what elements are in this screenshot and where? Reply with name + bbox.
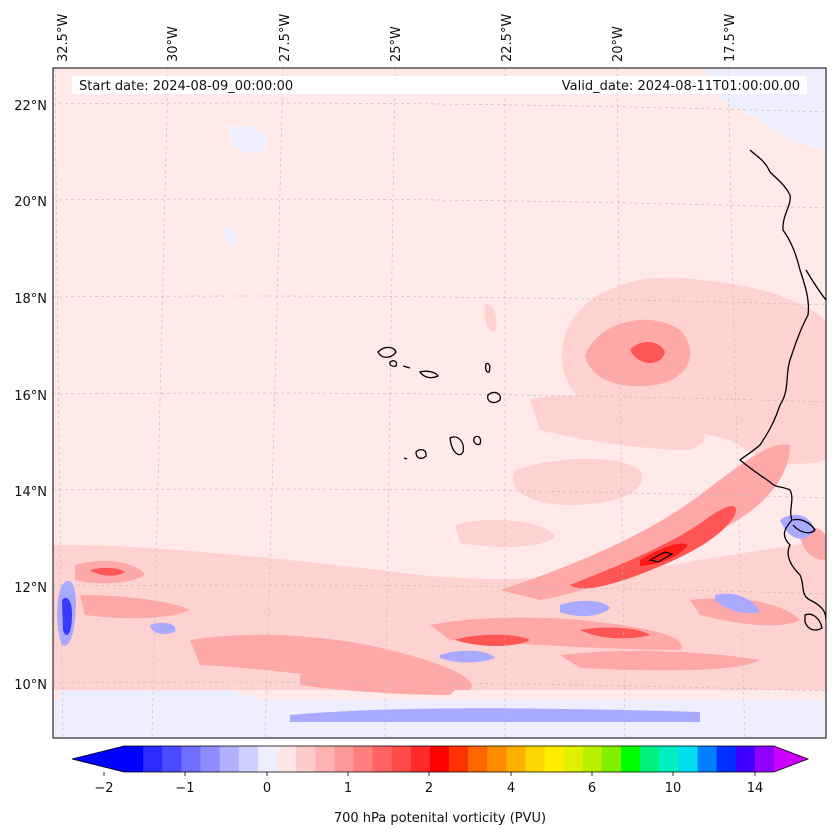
colorbar-swatch bbox=[257, 746, 278, 772]
start-date-text: Start date: 2024-08-09_00:00:00 bbox=[79, 79, 293, 94]
colorbar-swatch bbox=[219, 746, 240, 772]
colorbar-tick-label: −2 bbox=[94, 781, 113, 796]
colorbar-swatch bbox=[640, 746, 660, 772]
colorbar-swatch bbox=[697, 746, 718, 772]
colorbar-swatch bbox=[181, 746, 201, 772]
valid-date-text: Valid_date: 2024-08-11T01:00:00.00 bbox=[562, 79, 800, 94]
graticule bbox=[53, 68, 826, 738]
colorbar-tick-label: 10 bbox=[665, 781, 682, 796]
lon-label: 20°W bbox=[611, 26, 626, 62]
colorbar-tick-label: 4 bbox=[507, 781, 515, 796]
cape-verde-islands bbox=[377, 346, 501, 460]
colorbar-swatch bbox=[372, 746, 393, 772]
colorbar-swatch bbox=[735, 746, 756, 772]
colorbar-tick-label: 14 bbox=[747, 781, 764, 796]
colorbar-label: 700 hPa potenital vorticity (PVU) bbox=[334, 811, 546, 826]
colorbar-swatch bbox=[601, 746, 622, 772]
colorbar-swatch bbox=[659, 746, 679, 772]
lon-label: 32.5°W bbox=[56, 14, 71, 62]
colorbar-swatch bbox=[124, 746, 144, 772]
colorbar-outline bbox=[71, 745, 810, 773]
pv-high-positive-areas bbox=[90, 341, 736, 646]
coastlines bbox=[738, 149, 826, 631]
colorbar-tick-label: 0 bbox=[263, 781, 271, 796]
lon-label: 30°W bbox=[166, 26, 181, 62]
colorbar-swatch bbox=[525, 746, 546, 772]
colorbar-swatch bbox=[468, 746, 488, 772]
colorbar-ticks: −2 −1 0 1 2 4 6 10 14 bbox=[94, 781, 763, 796]
lat-labels: 22°N 20°N 18°N 16°N 14°N 12°N 10°N bbox=[14, 99, 47, 693]
lat-label: 20°N bbox=[14, 195, 47, 210]
peak-contour-outline bbox=[648, 551, 674, 563]
colorbar-swatch bbox=[582, 746, 603, 772]
lon-label: 17.5°W bbox=[723, 14, 738, 62]
colorbar-tick-label: 6 bbox=[588, 781, 596, 796]
colorbar-swatch bbox=[449, 746, 469, 772]
colorbar-swatch bbox=[276, 746, 297, 772]
colorbar-swatch bbox=[544, 746, 565, 772]
lon-label: 25°W bbox=[389, 26, 404, 62]
colorbar-tick-label: −1 bbox=[175, 781, 194, 796]
colorbar-swatch bbox=[315, 746, 335, 772]
colorbar-swatch bbox=[334, 746, 354, 772]
colorbar-extend-low bbox=[72, 746, 124, 772]
colorbar-swatch bbox=[754, 746, 775, 772]
colorbar-swatch bbox=[410, 746, 431, 772]
lat-label: 10°N bbox=[14, 678, 47, 693]
header-box bbox=[72, 76, 807, 94]
colorbar-swatch bbox=[162, 746, 182, 772]
lon-label: 27.5°W bbox=[278, 14, 293, 62]
colorbar-swatch bbox=[200, 746, 221, 772]
lat-label: 14°N bbox=[14, 485, 47, 500]
colorbar-swatch bbox=[621, 746, 641, 772]
map-frame bbox=[52, 67, 827, 739]
colorbar-swatch bbox=[678, 746, 699, 772]
lat-label: 12°N bbox=[14, 581, 47, 596]
colorbar-swatch bbox=[391, 746, 412, 772]
lat-label: 22°N bbox=[14, 99, 47, 114]
colorbar-swatch bbox=[506, 746, 526, 772]
map-panel bbox=[53, 68, 826, 738]
colorbar-swatch bbox=[563, 746, 584, 772]
colorbar-swatch bbox=[353, 746, 374, 772]
colorbar-tick-label: 1 bbox=[344, 781, 352, 796]
lat-label: 18°N bbox=[14, 292, 47, 307]
lon-label: 22.5°W bbox=[500, 14, 515, 62]
colorbar-extend-high bbox=[774, 746, 808, 772]
pv-negative-areas bbox=[57, 514, 815, 722]
colorbar-swatch bbox=[238, 746, 259, 772]
colorbar bbox=[71, 745, 810, 776]
colorbar-swatch bbox=[716, 746, 737, 772]
colorbar-swatch bbox=[429, 746, 450, 772]
colorbar-swatch bbox=[296, 746, 316, 772]
colorbar-swatch bbox=[487, 746, 507, 772]
lat-label: 16°N bbox=[14, 389, 47, 404]
colorbar-tick-label: 2 bbox=[425, 781, 433, 796]
lon-labels: 32.5°W 30°W 27.5°W 25°W 22.5°W 20°W 17.5… bbox=[56, 14, 738, 62]
colorbar-swatch bbox=[143, 746, 163, 772]
